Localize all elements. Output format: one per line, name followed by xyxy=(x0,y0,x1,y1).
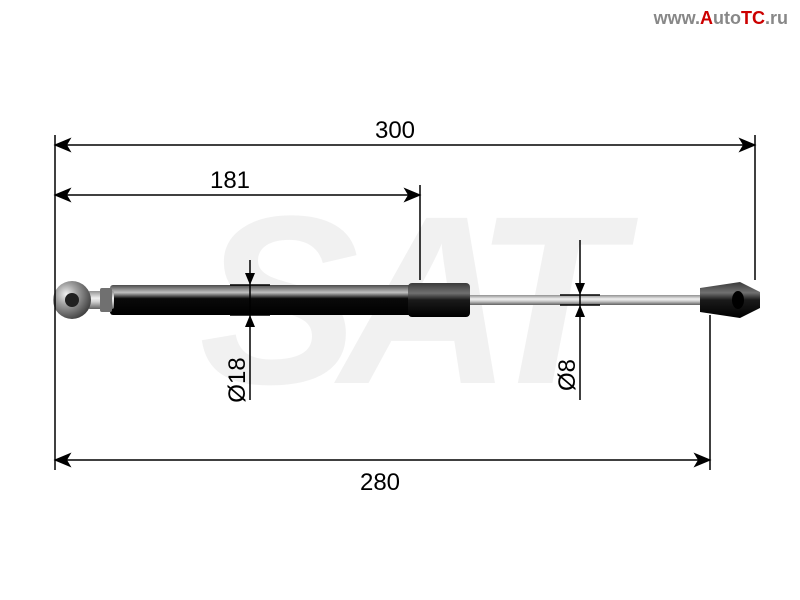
url-uto: uto xyxy=(713,8,741,28)
dia18-label: Ø18 xyxy=(224,357,251,402)
strut-body xyxy=(110,285,420,315)
end-fitting-right xyxy=(700,282,760,318)
ball-joint-hole xyxy=(65,293,79,307)
dia18-arr1 xyxy=(245,273,255,285)
url-tc: TC xyxy=(741,8,765,28)
dim-280-label: 280 xyxy=(360,469,400,496)
dim-300-label: 300 xyxy=(375,117,415,144)
source-url: www.AutoTC.ru xyxy=(654,8,788,29)
dia18-arr2 xyxy=(245,315,255,327)
diagram-svg: 300 181 280 Ø18 Ø8 xyxy=(0,0,800,600)
url-ru: .ru xyxy=(765,8,788,28)
end-fitting-hole xyxy=(732,291,744,309)
strut-sleeve xyxy=(408,283,470,317)
url-a: A xyxy=(700,8,713,28)
dia8-label: Ø8 xyxy=(554,359,581,391)
url-www: www. xyxy=(654,8,700,28)
dia8-arr1 xyxy=(575,283,585,295)
dim-181-label: 181 xyxy=(210,167,250,194)
strut-neck-ring xyxy=(100,288,112,312)
dia8-arr2 xyxy=(575,305,585,317)
